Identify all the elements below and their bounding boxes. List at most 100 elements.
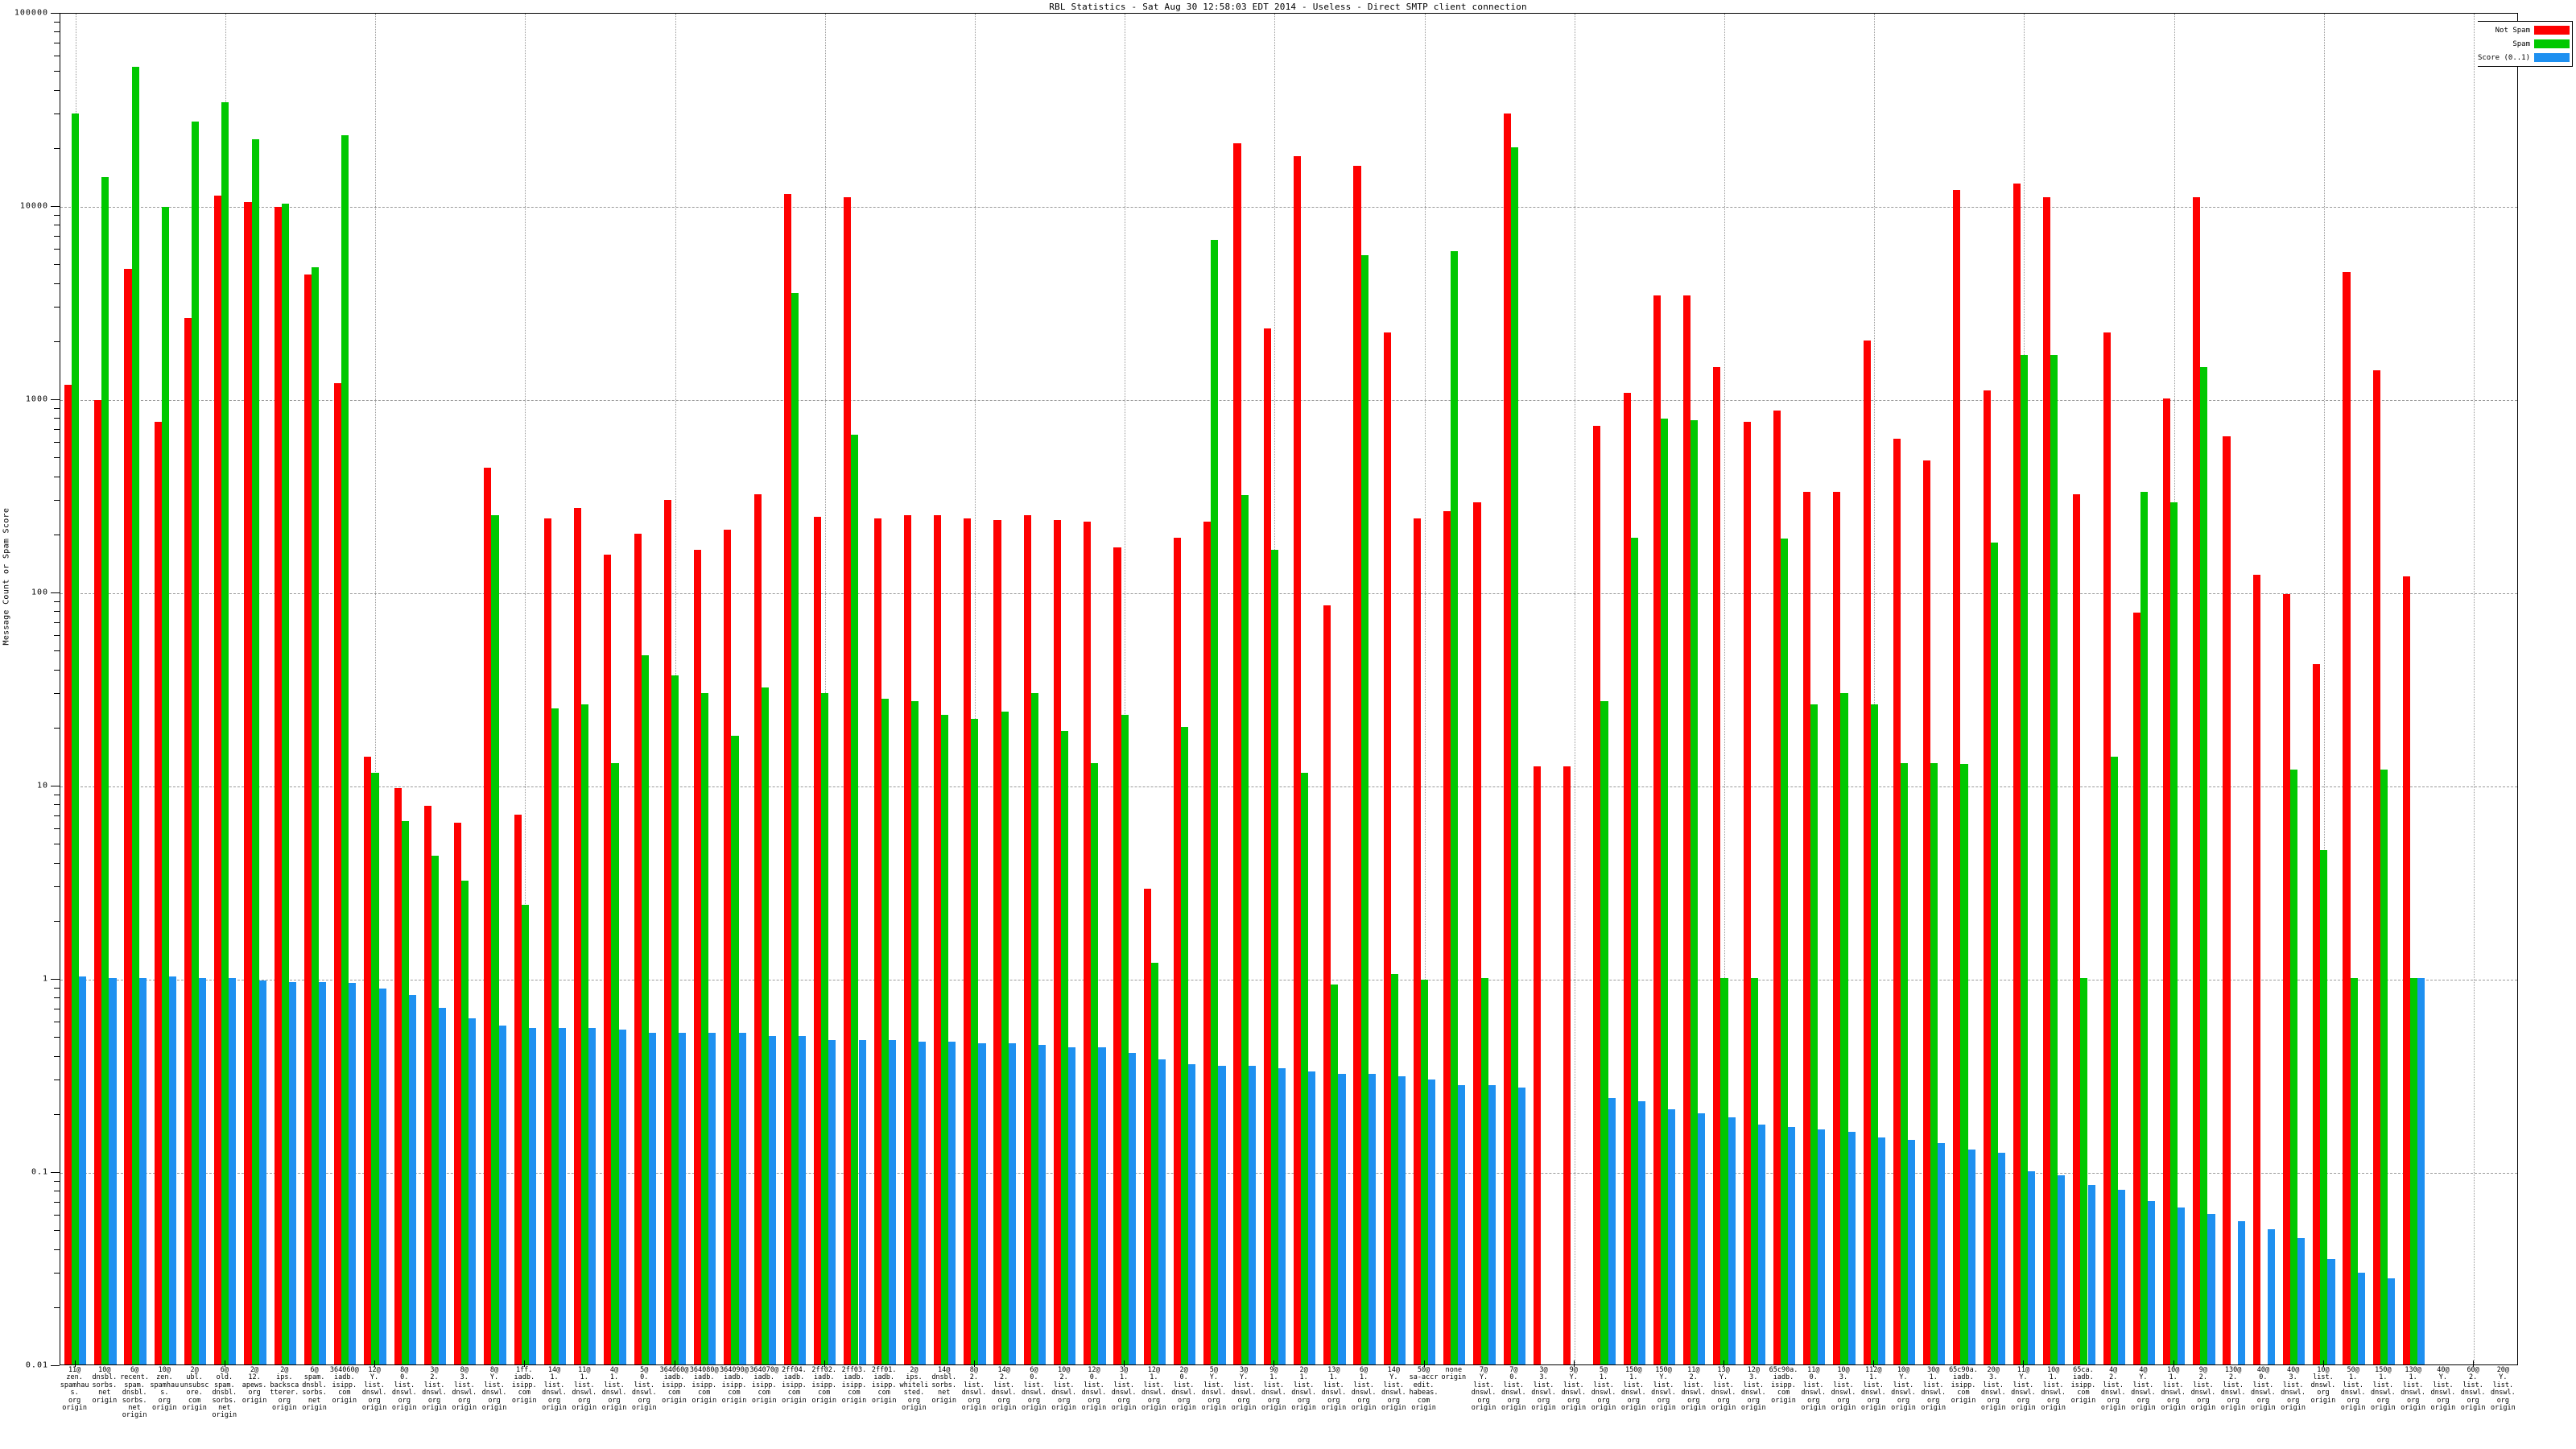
bar-not-spam bbox=[1953, 190, 1961, 1364]
bar-group bbox=[814, 14, 836, 1364]
x-tick-label: 6@ 0. list. dnswl. org origin bbox=[1022, 1366, 1046, 1413]
bar-score bbox=[2297, 1238, 2306, 1364]
x-tick-label: 2ff04. iadb. isipp. com origin bbox=[782, 1366, 807, 1405]
bar-score bbox=[2417, 978, 2425, 1364]
bar-spam bbox=[521, 904, 529, 1364]
bar-spam bbox=[341, 135, 349, 1364]
y-tick-minor bbox=[54, 264, 60, 266]
bar-group bbox=[2073, 14, 2095, 1364]
bar-not-spam bbox=[184, 318, 192, 1364]
legend-label: Not Spam bbox=[2495, 26, 2530, 35]
x-tick-label: 11@ 0. list. dnswl. org origin bbox=[1801, 1366, 1827, 1413]
y-tick-minor bbox=[54, 457, 60, 459]
bar-group bbox=[753, 14, 776, 1364]
bar-spam bbox=[971, 718, 979, 1364]
bar-score bbox=[1818, 1129, 1826, 1364]
y-tick-major bbox=[51, 1365, 60, 1366]
bar-score bbox=[1967, 1149, 1975, 1364]
bar-spam bbox=[1451, 250, 1459, 1364]
bar-not-spam bbox=[2343, 272, 2351, 1364]
x-tick-label: 11@ Y. list. dnswl. org origin bbox=[2011, 1366, 2036, 1413]
bar-group bbox=[1803, 14, 1826, 1364]
bar-group bbox=[1053, 14, 1076, 1364]
x-tick-label: 9@ 1. list. dnswl. org origin bbox=[1261, 1366, 1286, 1413]
bar-spam bbox=[2350, 978, 2358, 1364]
y-tick-minor bbox=[54, 1215, 60, 1216]
bar-spam bbox=[941, 715, 949, 1364]
x-tick-label: 130@ 2. list. dnswl. org origin bbox=[2220, 1366, 2246, 1413]
bar-spam bbox=[2020, 354, 2028, 1364]
bar-not-spam bbox=[214, 196, 222, 1364]
y-tick-major bbox=[51, 13, 60, 14]
bar-spam bbox=[2380, 770, 2388, 1364]
x-tick-label: 12@ Y. list. dnswl. org origin bbox=[361, 1366, 387, 1413]
bar-group bbox=[1323, 14, 1346, 1364]
y-tick-minor bbox=[54, 987, 60, 989]
bar-group bbox=[574, 14, 597, 1364]
bar-score bbox=[679, 1033, 687, 1364]
x-tick-label: 40@ 3. list. dnswl. org origin bbox=[2281, 1366, 2306, 1413]
gridline-horizontal bbox=[60, 786, 2517, 787]
bar-spam bbox=[791, 293, 799, 1364]
bar-spam bbox=[731, 735, 739, 1364]
x-tick-label: 2ff01. iadb. isipp. com origin bbox=[871, 1366, 897, 1405]
bar-not-spam bbox=[993, 519, 1001, 1364]
bar-not-spam bbox=[94, 400, 102, 1364]
bar-not-spam bbox=[604, 555, 612, 1364]
bar-not-spam bbox=[2372, 369, 2380, 1364]
bar-not-spam bbox=[663, 499, 671, 1364]
bar-not-spam bbox=[1353, 166, 1361, 1364]
legend-swatch bbox=[2534, 39, 2570, 48]
x-tick-label: 12@ 1. list. dnswl. org origin bbox=[1141, 1366, 1166, 1413]
bar-score bbox=[768, 1036, 776, 1364]
bar-not-spam bbox=[303, 274, 312, 1364]
y-tick-minor bbox=[54, 1055, 60, 1057]
gridline-horizontal bbox=[60, 593, 2517, 594]
bar-not-spam bbox=[514, 815, 522, 1364]
x-tick bbox=[1573, 1360, 1575, 1367]
bar-score bbox=[1458, 1084, 1466, 1364]
y-axis-title: Message Count or Spam Score bbox=[2, 507, 11, 646]
bar-group bbox=[724, 14, 746, 1364]
bar-not-spam bbox=[1233, 142, 1241, 1364]
y-tick-minor bbox=[54, 500, 60, 502]
bar-group bbox=[1713, 14, 1736, 1364]
bar-not-spam bbox=[1593, 426, 1601, 1364]
bar-score bbox=[1517, 1088, 1525, 1364]
legend: Not Spam Spam Score (0..1) bbox=[2477, 21, 2573, 67]
x-tick-label: 10@ Y. list. dnswl. org origin bbox=[1891, 1366, 1916, 1413]
x-tick-label: 4@ 1. list. dnswl. org origin bbox=[601, 1366, 627, 1413]
bar-score bbox=[2267, 1229, 2276, 1364]
bar-score bbox=[1368, 1073, 1376, 1364]
bar-group bbox=[1563, 14, 1585, 1364]
y-tick-label: 100000 bbox=[14, 8, 48, 18]
bar-score bbox=[1847, 1132, 1856, 1364]
bar-spam bbox=[1121, 715, 1129, 1364]
bar-score bbox=[1728, 1117, 1736, 1364]
bar-score bbox=[288, 982, 296, 1364]
bar-not-spam bbox=[274, 207, 282, 1364]
bar-not-spam bbox=[1143, 889, 1151, 1364]
bar-spam bbox=[1301, 772, 1309, 1364]
bar-spam bbox=[401, 820, 409, 1364]
bar-score bbox=[1397, 1076, 1406, 1364]
x-tick-label: 14@ Y. list. dnswl. org origin bbox=[1381, 1366, 1406, 1413]
bar-spam bbox=[1780, 539, 1789, 1364]
y-tick-minor bbox=[54, 622, 60, 624]
x-tick bbox=[1873, 1360, 1875, 1367]
x-tick-label: 10@ 1. list. dnswl. org origin bbox=[2161, 1366, 2186, 1413]
x-tick-label: 2@ 12. apews. org origin bbox=[242, 1366, 267, 1405]
bar-score bbox=[588, 1028, 597, 1364]
x-tick bbox=[524, 1360, 526, 1367]
x-tick-label: 3@ Y. list. dnswl. org origin bbox=[1231, 1366, 1257, 1413]
x-tick-label: 65c90a. iadb. isipp. com origin bbox=[1949, 1366, 1978, 1405]
x-tick-label: 60@ 2. list. dnswl. org origin bbox=[2460, 1366, 2486, 1413]
bar-not-spam bbox=[1653, 295, 1661, 1364]
y-tick-minor bbox=[54, 341, 60, 342]
bar-group bbox=[934, 14, 956, 1364]
bar-score bbox=[1877, 1137, 1885, 1364]
x-tick-label: 2@ ips. backscatterer. org origin bbox=[270, 1366, 299, 1413]
bar-score bbox=[1698, 1113, 1706, 1364]
bar-group bbox=[1923, 14, 1946, 1364]
bar-spam bbox=[161, 207, 169, 1364]
